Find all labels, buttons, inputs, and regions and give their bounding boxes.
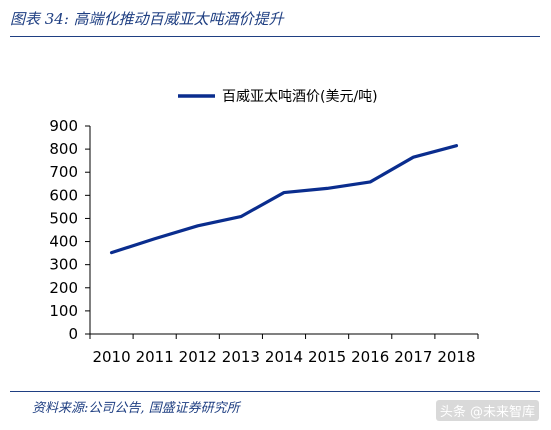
watermark: 头条 @未来智库 [435, 400, 539, 421]
figure-caption: 图表 34: 高端化推动百威亚太吨酒价提升 [10, 10, 284, 28]
y-axis: 0 100 200 300 400 500 600 700 800 900 [49, 117, 91, 343]
x-tick-label: 2012 [179, 348, 217, 366]
x-tick-label: 2018 [437, 348, 475, 366]
x-tick-label: 2010 [92, 348, 130, 366]
series-line [109, 144, 459, 255]
y-tick-label: 200 [49, 279, 78, 297]
y-tick-label: 0 [68, 325, 78, 343]
y-tick-label: 600 [49, 186, 78, 204]
x-tick-label: 2016 [351, 348, 389, 366]
x-tick-label: 2015 [308, 348, 346, 366]
y-tick-label: 500 [49, 209, 78, 227]
x-tick-label: 2013 [222, 348, 260, 366]
y-tick-label: 700 [49, 163, 78, 181]
y-tick-label: 400 [49, 233, 78, 251]
x-tick-label: 2017 [394, 348, 432, 366]
y-tick-label: 800 [49, 140, 78, 158]
source-note: 资料来源:公司公告, 国盛证券研究所 [32, 401, 240, 416]
y-tick-label: 900 [49, 117, 78, 135]
y-tick-label: 100 [49, 302, 78, 320]
bottom-rule [10, 391, 540, 392]
y-tick-label: 300 [49, 256, 78, 274]
x-tick-label: 2014 [265, 348, 303, 366]
x-tick-label: 2011 [136, 348, 174, 366]
legend: 百威亚太吨酒价(美元/吨) [178, 89, 378, 105]
series-group [109, 144, 459, 255]
top-rule [10, 36, 540, 37]
x-axis: 2010 2011 2012 2013 2014 2015 2016 2017 2018 [89, 333, 479, 366]
legend-label: 百威亚太吨酒价(美元/吨) [222, 89, 378, 105]
